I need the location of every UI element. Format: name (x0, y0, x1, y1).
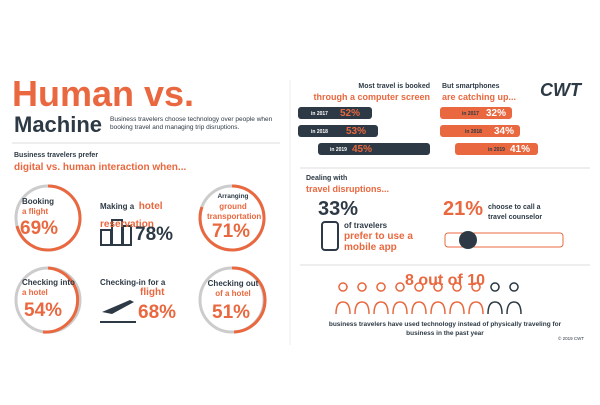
bar (455, 143, 538, 155)
item: Making a hotel reservation (100, 196, 170, 232)
bar-value: 53% (346, 126, 367, 137)
title-line2: Machine (14, 112, 103, 137)
people (335, 282, 522, 315)
logo: CWT (540, 80, 581, 100)
heading-highlight: through a computer screen (313, 92, 430, 102)
item-label: Arranging (217, 193, 249, 200)
tech-caption: business travelers have used technology … (328, 321, 562, 337)
bar-year: in 2018 (311, 129, 328, 135)
person-icon (487, 282, 503, 315)
title-line1: Human vs. (12, 73, 195, 114)
hotel-icon (100, 219, 132, 246)
copyright: © 2019 CWT (558, 336, 585, 341)
heading-line: Most travel is booked (358, 83, 430, 90)
item-value: 51% (212, 302, 251, 323)
item-highlight: flight (140, 287, 165, 298)
call-bar (444, 232, 564, 248)
item-highlight: of a hotel (215, 289, 251, 298)
item: Checking-in for a flight (100, 278, 180, 298)
person-icon (354, 282, 370, 315)
item-highlight: hotel reservation (100, 201, 163, 230)
bar-year: in 2019 (488, 147, 505, 153)
person-icon (506, 282, 522, 315)
item-label: Checking out (207, 279, 259, 288)
bar (440, 125, 520, 137)
ring-arc (198, 184, 266, 252)
call-value: 21% (443, 198, 484, 220)
item-value: 69% (20, 218, 59, 239)
ring-arc (42, 266, 80, 334)
subtitle: Business travelers choose technology ove… (110, 116, 273, 131)
booking-heading: Most travel is booked through a computer … (298, 82, 430, 102)
item-label: Making a (100, 202, 135, 211)
bar-year: in 2017 (462, 111, 479, 117)
person-icon (335, 282, 351, 315)
bars (298, 107, 538, 155)
bar-year: in 2019 (330, 147, 347, 153)
bar (318, 143, 430, 155)
app-value: 33% (318, 198, 359, 220)
tech-headline: 8 out of 10 (404, 272, 485, 289)
bar (298, 125, 378, 137)
ring-group (14, 184, 267, 334)
person-icon (411, 282, 427, 315)
app-label: of travelers (344, 221, 388, 230)
item-label: Checking-in for a (100, 278, 166, 287)
person-icon (449, 282, 465, 315)
app-text: of travelers prefer to use a mobile app (344, 221, 414, 253)
heading-highlight: are catching up... (442, 92, 517, 102)
person-icon (373, 282, 389, 315)
bar-value: 52% (340, 108, 361, 119)
call-label: choose to call a travel counselor (488, 204, 543, 221)
bar-value: 45% (352, 144, 373, 155)
heading-highlight: travel disruptions... (306, 184, 390, 194)
bar-value: 34% (494, 126, 515, 137)
plane-icon (100, 300, 136, 323)
app-highlight: prefer to use a mobile app (344, 231, 413, 253)
ring-arc (15, 184, 82, 252)
item: Arranging ground transportation (207, 192, 262, 222)
intro-highlight: digital vs. human interaction when... (14, 162, 187, 173)
bar-value: 41% (510, 144, 531, 155)
person-icon (468, 282, 484, 315)
bar-year: in 2018 (465, 129, 482, 135)
item-value: 78% (135, 224, 174, 245)
item-highlight: ground transportation (207, 202, 262, 221)
bar (440, 107, 512, 119)
item-label: Booking (22, 197, 54, 206)
item: Checking into a hotel (22, 278, 77, 298)
bar-value: 32% (486, 108, 507, 119)
bar (298, 107, 372, 119)
item-highlight: a hotel (22, 288, 48, 297)
intro: Business travelers prefer (14, 152, 99, 159)
item-value: 68% (138, 302, 177, 323)
call-icon (459, 231, 477, 249)
phone-icon (321, 221, 339, 251)
item: Booking a flight (22, 197, 77, 217)
heading-line: Dealing with (306, 175, 348, 182)
disruptions-heading: Dealing with travel disruptions... (306, 174, 389, 194)
ring-arc (231, 266, 267, 334)
item-value: 54% (24, 300, 63, 321)
smartphones-heading: But smartphones are catching up... (442, 82, 516, 102)
item: Checking out of a hotel (207, 279, 259, 299)
bar-year: in 2017 (311, 111, 328, 117)
item-highlight: a flight (22, 207, 49, 216)
person-icon (392, 282, 408, 315)
heading-line: But smartphones (442, 83, 500, 90)
item-value: 71% (212, 221, 251, 242)
item-label: Checking into (22, 278, 75, 287)
person-icon (430, 282, 446, 315)
